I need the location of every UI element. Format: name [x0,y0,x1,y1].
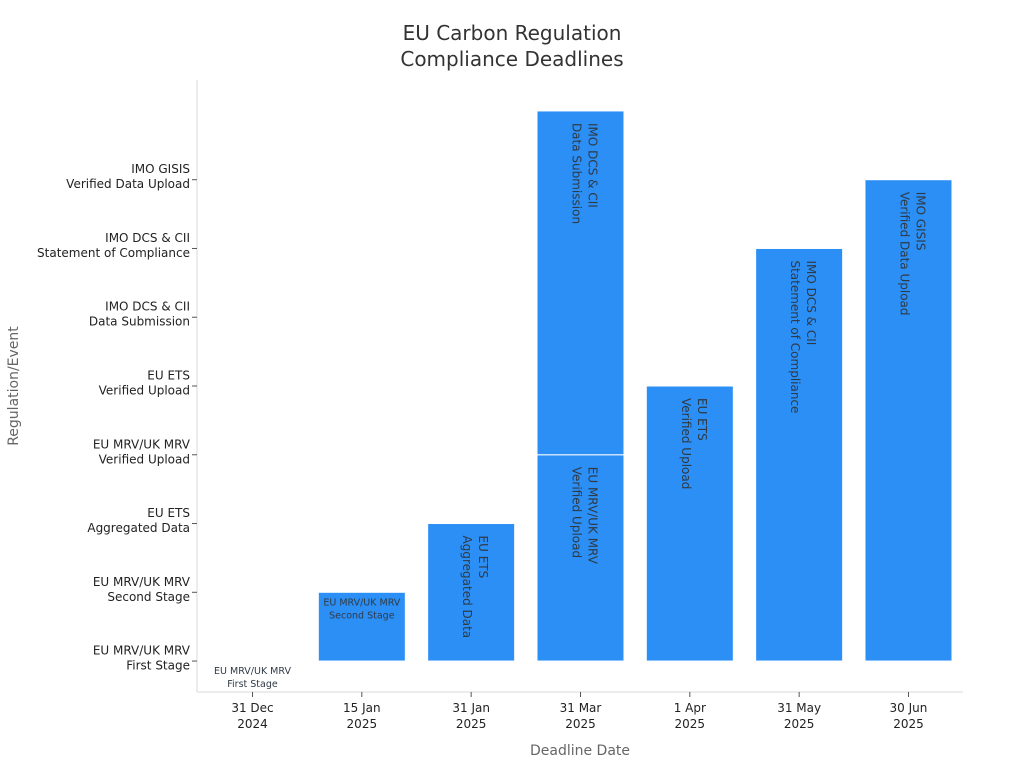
y-tick-label: Second Stage [107,590,190,604]
bar-label: EU MRV/UK MRV [585,467,599,565]
bar [864,179,953,662]
y-tick-label: IMO DCS & CII [105,231,190,245]
bar-label: IMO GISIS [913,192,927,251]
y-tick-label: Data Submission [89,315,190,329]
x-tick-label: 31 May [777,701,821,715]
y-axis-title: Regulation/Event [6,326,22,446]
y-tick-label: IMO DCS & CII [105,300,190,314]
x-tick-label: 2025 [784,717,815,731]
chart-title-line-1: EU Carbon Regulation [403,21,622,45]
x-tick-label: 15 Jan [343,701,381,715]
bar-label: First Stage [227,679,278,690]
y-tick-label: EU ETS [147,369,190,383]
x-tick-label: 30 Jun [890,701,928,715]
x-tick-label: 2025 [565,717,596,731]
bar [536,110,625,456]
x-tick-label: 2025 [675,717,706,731]
x-ticks: 31 Dec 2024 15 Jan 2025 31 Jan 2025 31 Mar 2025… [231,692,927,731]
x-tick-label: 2025 [347,717,378,731]
x-axis-title: Deadline Date [530,743,630,759]
y-tick-label: Verified Upload [99,384,190,398]
y-tick-label: Statement of Compliance [37,246,190,260]
bar-label: Statement of Compliance [788,260,802,413]
bar [317,591,406,662]
bar-label: Aggregated Data [460,536,474,639]
y-tick-label: IMO GISIS [131,162,190,176]
y-tick-label: EU MRV/UK MRV [93,437,191,451]
chart-title-line-2: Compliance Deadlines [400,47,623,71]
x-tick-label: 2025 [893,717,924,731]
bar-label: EU ETS [695,398,709,441]
y-tick-label: EU MRV/UK MRV [93,644,191,658]
y-tick-label: Verified Data Upload [66,177,190,191]
bar-label: Second Stage [329,610,395,621]
y-tick-label: First Stage [126,659,190,673]
x-tick-label: 1 Apr [674,701,706,715]
bar-label: EU MRV/UK MRV [323,597,400,608]
y-tick-label: Verified Upload [99,452,190,466]
bar-label: Verified Upload [569,467,583,558]
x-tick-label: 31 Mar [560,701,602,715]
bar-label: IMO DCS & CII [804,260,818,345]
bar [755,247,844,662]
bar [427,523,516,662]
y-tick-label: Aggregated Data [87,521,190,535]
y-tick-label: EU ETS [147,506,190,520]
bar-label: Verified Upload [679,398,693,489]
x-tick-label: 31 Jan [452,701,490,715]
bar-label: Data Submission [569,123,583,224]
bar-label: Verified Data Upload [897,192,911,316]
bar-label: EU ETS [476,536,490,579]
x-tick-label: 2024 [237,717,268,731]
bar-label: IMO DCS & CII [585,123,599,208]
x-tick-label: 31 Dec [231,701,273,715]
bar-label: EU MRV/UK MRV [214,666,291,677]
x-tick-label: 2025 [456,717,487,731]
bar [645,385,734,662]
y-tick-label: EU MRV/UK MRV [93,575,191,589]
bars-group: EU MRV/UK MRV First Stage EU MRV/UK MRV Sec… [214,110,953,690]
